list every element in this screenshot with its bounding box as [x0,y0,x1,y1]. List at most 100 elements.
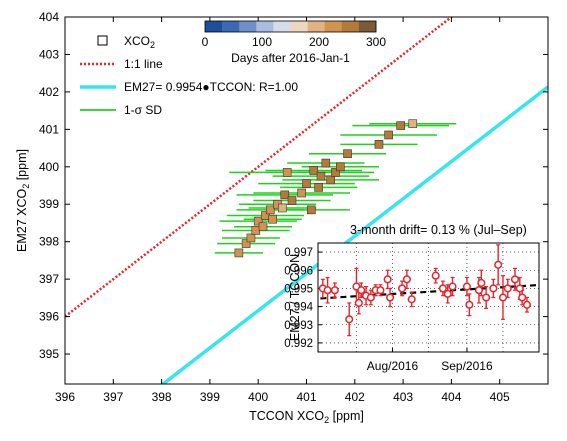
inset-y-tick-label: 0.993 [284,320,313,332]
colorbar-tick-label: 100 [252,35,272,49]
y-axis-label: EM27 XCO2 [ppm] [15,149,31,252]
colorbar-swatch [290,21,308,32]
inset-data-point [518,293,527,302]
inset-x-tick-label: Sep/2016 [441,359,493,373]
data-point [307,205,316,215]
y-tick-label: 396 [39,310,59,324]
x-tick-label: 397 [103,390,123,404]
y-tick-label: 402 [39,85,59,99]
inset-data-point [431,271,440,280]
x-tick-label: 404 [441,390,461,404]
inset-data-point [398,284,407,293]
inset-data-point [477,278,486,288]
inset-chart: 0.992 0.993 0.994 0.995 0.996 0.997 Aug/2016 Se… [284,242,540,373]
inset-data-point [407,295,416,304]
inset-data-point [366,293,375,302]
data-point [251,226,261,235]
inset-data-point [357,286,366,295]
data-point [258,222,268,232]
data-point [314,183,323,192]
data-point [396,121,405,130]
inset-x-tick-label: Aug/2016 [367,359,419,373]
colorbar-swatch [239,21,257,32]
inset-data-point [474,286,483,295]
inset-y-tick-label: 0.995 [284,283,313,295]
colorbar-tick-label: 0 [202,35,209,49]
colorbar-label: Days after 2016-Jan-1 [231,51,350,65]
inset-data-point [376,286,385,295]
inset-data-point [515,284,524,293]
data-point [278,203,287,213]
legend-label: 1:1 line [124,57,163,71]
colorbar-swatch [324,21,343,32]
inset-trend-line [320,284,537,300]
colorbar-frame [204,20,377,33]
data-point [321,158,331,168]
inset-data-point [386,293,395,302]
y-tick-label: 401 [39,122,59,136]
colorbar-swatch [307,21,325,32]
y-tick-label: 397 [39,272,59,286]
inset-data-point [323,286,332,295]
legend-label: EM27= 0.9954●TCCON: R=1.00 [124,80,298,94]
inset-data-point [354,298,363,308]
inset-data-point [498,293,508,302]
data-point [343,149,352,158]
data-point [326,175,335,185]
data-point [265,205,275,215]
colorbar-swatch [205,21,223,32]
inset-data-point [494,260,503,269]
inset-data-point [489,284,498,293]
colorbar-swatch [341,21,360,32]
colorbar-swatch [358,21,377,32]
legend: XCO2 1:1 line EM27= 0.9954●TCCON: R=1.00 1-… [80,34,298,117]
inset-data-point [383,275,392,284]
x-tick-label: 402 [345,390,365,404]
data-point [336,162,345,172]
colorbar: 0 100 200 300 [202,20,386,49]
inset-data-point [402,275,411,284]
data-point [331,168,340,177]
inset-data-point [443,289,452,298]
inset-data-point [465,300,474,309]
inset-y-tick-label: 0.996 [284,265,313,277]
data-point [280,190,290,200]
inset-data-point [503,284,512,293]
x-tick-label: 398 [152,390,172,404]
inset-y-tick-label: 0.994 [284,302,313,314]
data-point [287,196,297,205]
colorbar-tick-label: 200 [309,35,329,49]
colorbar-swatch [273,21,291,32]
x-tick-label: 403 [393,390,413,404]
data-point [253,216,263,226]
data-point [384,130,393,140]
inset-data-point [482,293,491,302]
legend-marker-square [97,35,108,46]
plot-area [65,17,548,384]
inset-data-point [438,284,447,293]
inset-data-point [522,300,532,309]
inset-y-tick-label: 0.992 [284,338,313,350]
data-point [241,239,251,248]
data-point [374,140,384,149]
data-point [234,248,244,258]
inset-frame [317,242,540,353]
inset-title: 3-month drift= 0.13 % (Jul–Sep) [350,223,527,237]
x-tick-label: 400 [248,390,268,404]
x-tick-label: 401 [296,390,316,404]
colorbar-swatch [222,21,240,32]
inset-y-axis-label: EM27 / TCCON [288,254,302,341]
one-to-one-line [65,17,454,318]
y-tick-label: 399 [39,197,59,211]
legend-label: XCO2 [124,34,155,50]
inset-data-point [462,282,471,291]
data-point [268,214,277,224]
data-point [309,166,319,175]
main-chart: 396 397 398 399 400 401 402 403 404 405 395 396 397 3… [39,10,549,404]
x-tick-label: 405 [490,390,510,404]
y-tick-label: 400 [39,160,59,174]
colorbar-swatch [256,21,274,32]
data-point [246,233,256,243]
inset-data-point [448,282,457,291]
